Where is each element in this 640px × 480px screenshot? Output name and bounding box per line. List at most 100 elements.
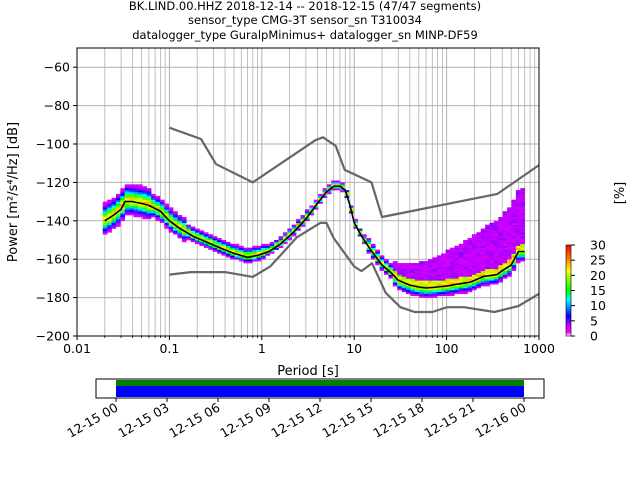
x-axis: 0.01 0.1 1 10 100 1000 bbox=[63, 336, 555, 356]
histogram-cell bbox=[111, 224, 117, 227]
histogram-cell bbox=[441, 268, 446, 272]
histogram-cell bbox=[485, 259, 490, 262]
histogram-cell bbox=[111, 215, 117, 218]
histogram-cell bbox=[467, 276, 473, 279]
histogram-cell bbox=[471, 241, 477, 245]
histogram-cell bbox=[168, 218, 174, 222]
histogram-cell bbox=[419, 293, 424, 296]
histogram-cell bbox=[458, 272, 464, 275]
histogram-cell bbox=[427, 274, 433, 277]
histogram-cell bbox=[401, 276, 407, 279]
histogram-cell bbox=[507, 207, 512, 210]
histogram-cell bbox=[480, 259, 486, 262]
histogram-cell bbox=[485, 272, 490, 275]
histogram-cell bbox=[445, 272, 451, 275]
histogram-cell bbox=[480, 236, 486, 239]
histogram-cell bbox=[370, 249, 376, 252]
histogram-cell bbox=[498, 224, 504, 227]
histogram-cell bbox=[137, 193, 143, 197]
histogram-cell bbox=[432, 274, 438, 277]
histogram-cell bbox=[269, 243, 275, 247]
histogram-cell bbox=[476, 245, 482, 248]
histogram-cell bbox=[410, 293, 416, 296]
histogram-cell bbox=[493, 241, 499, 245]
histogram-cell bbox=[489, 282, 495, 285]
histogram-cell bbox=[146, 201, 152, 204]
histogram-cell bbox=[427, 264, 433, 268]
histogram-cell bbox=[168, 213, 174, 216]
histogram-cell bbox=[454, 264, 460, 268]
histogram-cell bbox=[142, 211, 148, 214]
histogram-cell bbox=[102, 230, 108, 233]
histogram-cell bbox=[511, 213, 517, 216]
histogram-cell bbox=[397, 264, 402, 268]
histogram-cell bbox=[507, 241, 512, 245]
histogram-cell bbox=[441, 276, 446, 279]
histogram-cell bbox=[445, 259, 451, 262]
histogram-cell bbox=[401, 289, 407, 293]
histogram-cell bbox=[115, 224, 121, 227]
histogram-cell bbox=[155, 207, 161, 210]
histogram-cell bbox=[520, 245, 525, 248]
histogram-cell bbox=[331, 186, 336, 189]
histogram-cell bbox=[384, 261, 389, 264]
histogram-cell bbox=[151, 199, 156, 202]
histogram-cell bbox=[502, 241, 508, 245]
histogram-cell bbox=[520, 232, 525, 235]
histogram-cell bbox=[230, 243, 235, 247]
histogram-cell bbox=[379, 255, 385, 258]
histogram-cell bbox=[467, 288, 473, 291]
histogram-cell bbox=[414, 289, 420, 293]
y-tick-label: −200 bbox=[36, 329, 70, 344]
histogram-cell bbox=[419, 261, 424, 264]
histogram-cell bbox=[256, 251, 262, 254]
histogram-cell bbox=[401, 268, 407, 272]
histogram-cell bbox=[419, 264, 424, 268]
histogram-cell bbox=[454, 245, 460, 248]
histogram-cell bbox=[507, 251, 512, 254]
histogram-cell bbox=[221, 251, 227, 254]
histogram-cell bbox=[401, 263, 407, 266]
histogram-cell bbox=[124, 184, 130, 187]
histogram-cell bbox=[441, 293, 446, 296]
histogram-cell bbox=[414, 276, 420, 279]
colorbar-tick-label: 30 bbox=[590, 238, 606, 253]
histogram-cell bbox=[340, 182, 345, 185]
histogram-cell bbox=[230, 255, 235, 258]
histogram-cell bbox=[159, 218, 165, 222]
histogram-cell bbox=[432, 266, 438, 270]
histogram-cell bbox=[463, 272, 468, 275]
histogram-cell bbox=[520, 218, 525, 222]
histogram-cell bbox=[115, 207, 121, 210]
histogram-cell bbox=[115, 203, 121, 206]
histogram-cell bbox=[392, 266, 398, 270]
histogram-cell bbox=[379, 266, 385, 270]
histogram-cell bbox=[406, 286, 411, 289]
histogram-cell bbox=[511, 215, 517, 218]
histogram-cell bbox=[243, 249, 249, 252]
histogram-cell bbox=[225, 245, 231, 248]
histogram-cell bbox=[498, 234, 504, 237]
histogram-cell bbox=[463, 261, 468, 264]
histogram-cell bbox=[493, 240, 499, 243]
histogram-cell bbox=[102, 222, 108, 225]
histogram-cell bbox=[397, 282, 402, 285]
histogram-cell bbox=[436, 274, 442, 277]
histogram-cell bbox=[111, 222, 117, 225]
histogram-cell bbox=[441, 291, 446, 295]
histogram-cell bbox=[489, 259, 495, 262]
histogram-cell bbox=[142, 192, 148, 195]
histogram-cell bbox=[304, 211, 310, 214]
histogram-cell bbox=[406, 288, 411, 291]
histogram-cell bbox=[133, 199, 139, 202]
histogram-cell bbox=[471, 238, 477, 241]
histogram-cell bbox=[107, 220, 112, 224]
histogram-cell bbox=[124, 211, 130, 214]
histogram-cell bbox=[520, 253, 525, 256]
histogram-cell bbox=[181, 234, 187, 237]
histogram-cell bbox=[164, 222, 169, 225]
histogram-cell bbox=[151, 213, 156, 216]
histogram-cell bbox=[173, 213, 178, 216]
histogram-cell bbox=[511, 232, 517, 235]
histogram-cell bbox=[129, 186, 134, 189]
